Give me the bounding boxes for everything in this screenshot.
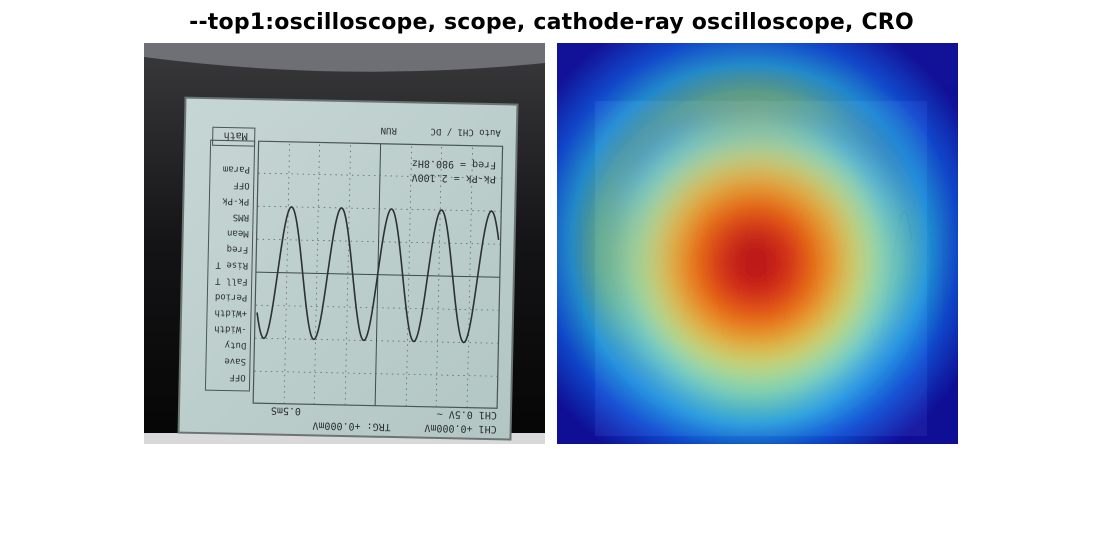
menu-item: RMS xyxy=(233,212,249,222)
menu-item: OFF xyxy=(233,180,249,190)
menu-item: Save xyxy=(224,356,246,366)
menu-item: Fall T xyxy=(215,275,248,286)
pkpk-readout: Pk-Pk = 2.100V xyxy=(412,171,497,184)
status-readout: Auto CH1 / DC xyxy=(430,126,501,137)
menu-item: Mean xyxy=(227,228,249,238)
run-readout: RUN xyxy=(381,125,397,135)
time-readout: 0.5mS xyxy=(271,405,301,417)
menu-item: Freq xyxy=(227,244,249,254)
ch1-readout: CH1 +0.000mV xyxy=(424,422,496,435)
menu-item: Pk-Pk xyxy=(222,195,250,206)
menu-item: Duty xyxy=(224,340,246,350)
menu-item: Rise T xyxy=(215,259,248,270)
oscilloscope-photo: CH1 +0.000mV TRG: +0.000mV CH1 0.5V ~ 0.… xyxy=(144,43,545,444)
figure-title: --top1:oscilloscope, scope, cathode-ray … xyxy=(189,10,914,35)
menu-item: +Width xyxy=(214,307,247,318)
menu-item: -Width xyxy=(214,323,247,334)
sine-wave xyxy=(256,205,500,344)
freq-readout: Freq = 980.8Hz xyxy=(412,157,497,170)
menu-item: Param xyxy=(223,163,250,174)
heatmap-overlay xyxy=(557,43,958,444)
menu-item: Period xyxy=(215,291,248,302)
math-label: Math xyxy=(224,129,248,141)
volt-readout: CH1 0.5V ~ xyxy=(437,408,497,420)
trg-readout: TRG: +0.000mV xyxy=(312,419,390,432)
menu-item: OFF xyxy=(229,372,245,382)
